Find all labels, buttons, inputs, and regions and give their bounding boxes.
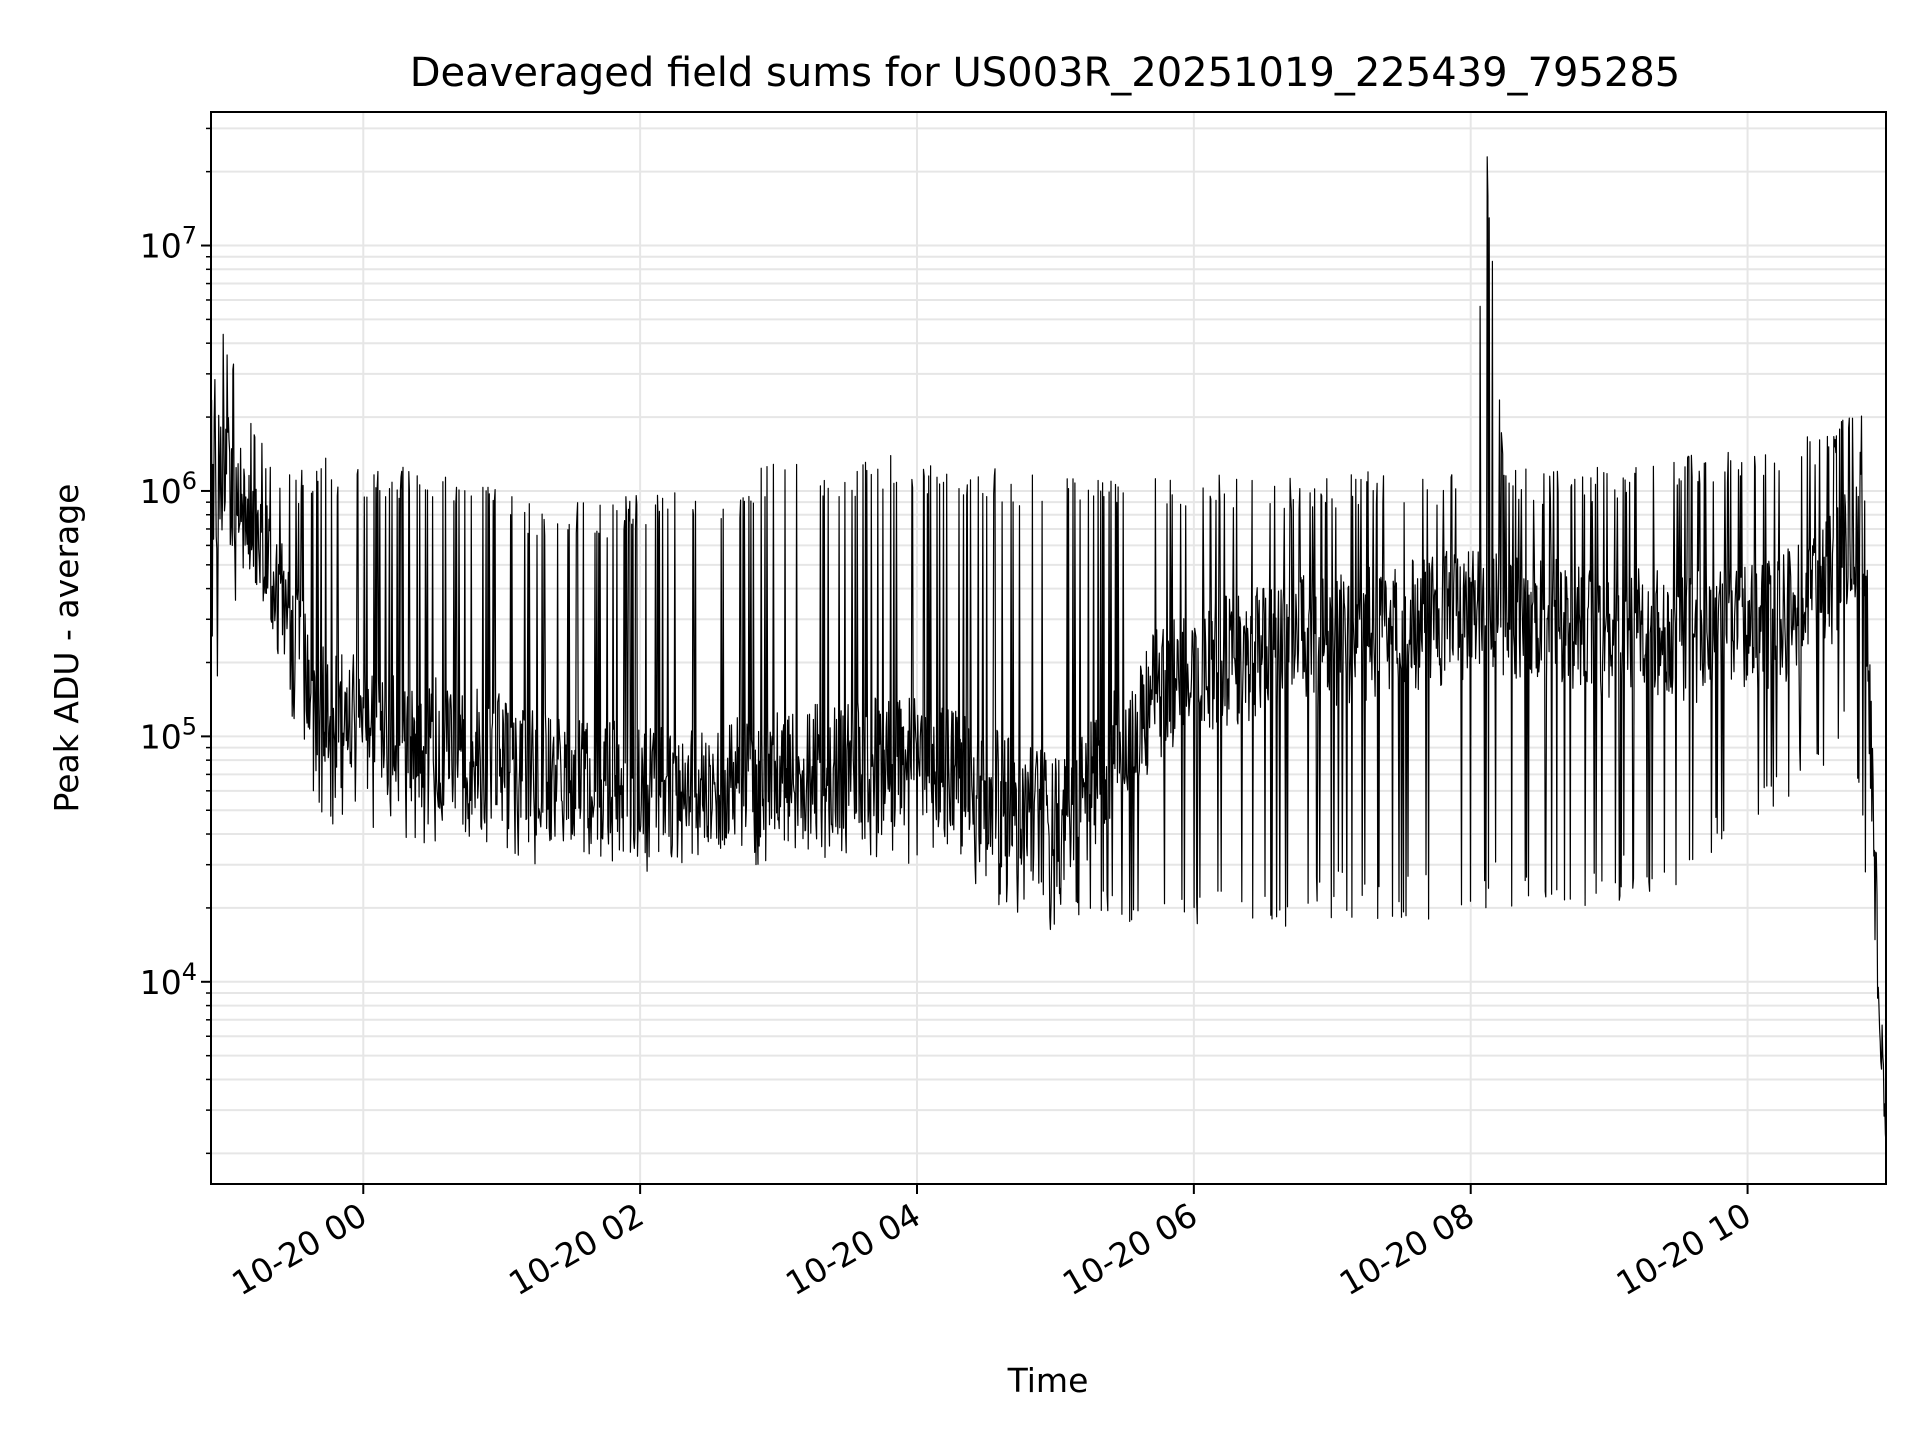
x-tick-label: 10-20 02: [502, 1195, 650, 1303]
x-axis: 10-20 00 10-20 02 10-20 04 10-20 06 10-20 08…: [225, 1184, 1758, 1303]
y-tick-label: 105: [140, 712, 197, 756]
x-tick-label: 10-20 06: [1056, 1195, 1204, 1303]
y-axis-label: Peak ADU - average: [47, 484, 86, 813]
x-axis-label: Time: [1007, 1361, 1089, 1400]
plot-frame: [210, 111, 1887, 1185]
series-line: [210, 156, 1887, 1144]
x-tick-label: 10-20 08: [1333, 1195, 1481, 1303]
chart-title: Deaveraged field sums for US003R_2025101…: [410, 50, 1681, 96]
x-tick-label: 10-20 10: [1610, 1195, 1758, 1303]
y-tick-label: 104: [140, 958, 197, 1002]
y-tick-label: 107: [140, 222, 197, 266]
grid-lines: [211, 112, 1886, 1184]
x-tick-label: 10-20 04: [779, 1195, 927, 1303]
x-tick-label: 10-20 00: [225, 1195, 373, 1303]
y-tick-label: 106: [140, 467, 197, 511]
series-line-layer: [210, 156, 1887, 1144]
y-axis: 104 105 106 107: [140, 127, 211, 1155]
